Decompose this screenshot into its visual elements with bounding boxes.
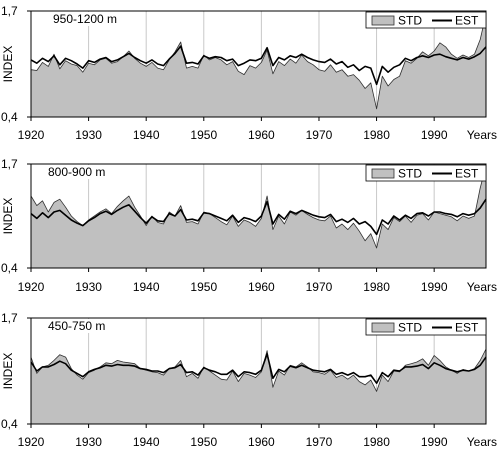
x-axis-label: Years (467, 280, 497, 294)
y-axis-label: INDEX (1, 198, 15, 235)
chart-panel-1: 0,4 1,7 INDEX 1920 1930 1940 1950 1960 1970 1980 1… (1, 157, 497, 294)
x-tick-label: 1950 (190, 435, 217, 449)
legend-label-est: EST (455, 14, 479, 28)
x-tick-label: 1990 (421, 280, 448, 294)
legend-swatch-std (371, 168, 395, 179)
legend-box (365, 11, 487, 29)
plot-frame (30, 317, 487, 425)
x-tick-label: 1930 (75, 128, 102, 142)
legend-box (365, 318, 487, 336)
x-tick-label: 1930 (75, 280, 102, 294)
legend-swatch-std (371, 15, 395, 26)
legend-label-std: STD (398, 167, 422, 181)
std-series-area (30, 165, 487, 269)
legend-label-std: STD (398, 321, 422, 335)
x-tick-label: 1940 (133, 435, 160, 449)
y-axis-label: INDEX (1, 46, 15, 83)
x-tick-label: 1960 (248, 280, 275, 294)
x-tick-label: 1930 (75, 435, 102, 449)
panel-title: 950-1200 m (53, 12, 117, 26)
x-tick-label: 1980 (363, 435, 390, 449)
y-axis-label: INDEX (1, 353, 15, 390)
y-tick-label-max: 1,7 (1, 157, 18, 171)
legend-box (365, 164, 487, 182)
chart-panel-0: 0,4 1,7 INDEX 1920 1930 1940 1950 1960 1970 1980 1… (1, 4, 497, 142)
y-tick-label-min: 0,4 (1, 261, 18, 275)
y-tick-label-min: 0,4 (1, 110, 18, 124)
x-tick-label: 1920 (18, 128, 45, 142)
est-series-line (30, 353, 487, 385)
x-tick-label: 1970 (306, 128, 333, 142)
y-tick-label-max: 1,7 (1, 4, 18, 18)
x-tick-label: 1940 (133, 128, 160, 142)
y-tick-label-max: 1,7 (1, 311, 18, 325)
x-tick-label: 1960 (248, 128, 275, 142)
std-series-area (30, 348, 487, 425)
title-background (50, 12, 124, 26)
x-tick-label: 1990 (421, 128, 448, 142)
est-series-line (30, 198, 487, 236)
legend: STD EST (365, 164, 487, 182)
est-series-line (30, 45, 487, 86)
x-tick-label: 1990 (421, 435, 448, 449)
title-background (45, 319, 119, 333)
x-tick-label: 1960 (248, 435, 275, 449)
x-tick-label: 1980 (363, 128, 390, 142)
std-series-area (30, 13, 487, 118)
x-tick-label: 1970 (306, 435, 333, 449)
x-tick-label: 1950 (190, 280, 217, 294)
x-tick-label: 1950 (190, 128, 217, 142)
x-tick-label: 1940 (133, 280, 160, 294)
legend-swatch-std (371, 322, 395, 333)
legend-label-est: EST (455, 167, 479, 181)
plot-frame (30, 163, 487, 269)
legend: STD EST (365, 318, 487, 336)
panel-title: 800-900 m (48, 165, 105, 179)
chart-panel-2: 0,4 1,7 INDEX 1920 1930 1940 1950 1960 1970 1980 1… (1, 311, 497, 449)
legend-label-est: EST (455, 321, 479, 335)
y-tick-label-min: 0,4 (1, 417, 18, 431)
legend-label-std: STD (398, 14, 422, 28)
panel-title: 450-750 m (48, 319, 105, 333)
plot-frame (30, 10, 487, 118)
title-background (45, 165, 119, 179)
x-tick-label: 1920 (18, 435, 45, 449)
x-tick-label: 1980 (363, 280, 390, 294)
x-axis-label: Years (467, 435, 497, 449)
x-tick-label: 1920 (18, 280, 45, 294)
legend: STD EST (365, 11, 487, 29)
x-axis-label: Years (467, 128, 497, 142)
x-tick-label: 1970 (306, 280, 333, 294)
